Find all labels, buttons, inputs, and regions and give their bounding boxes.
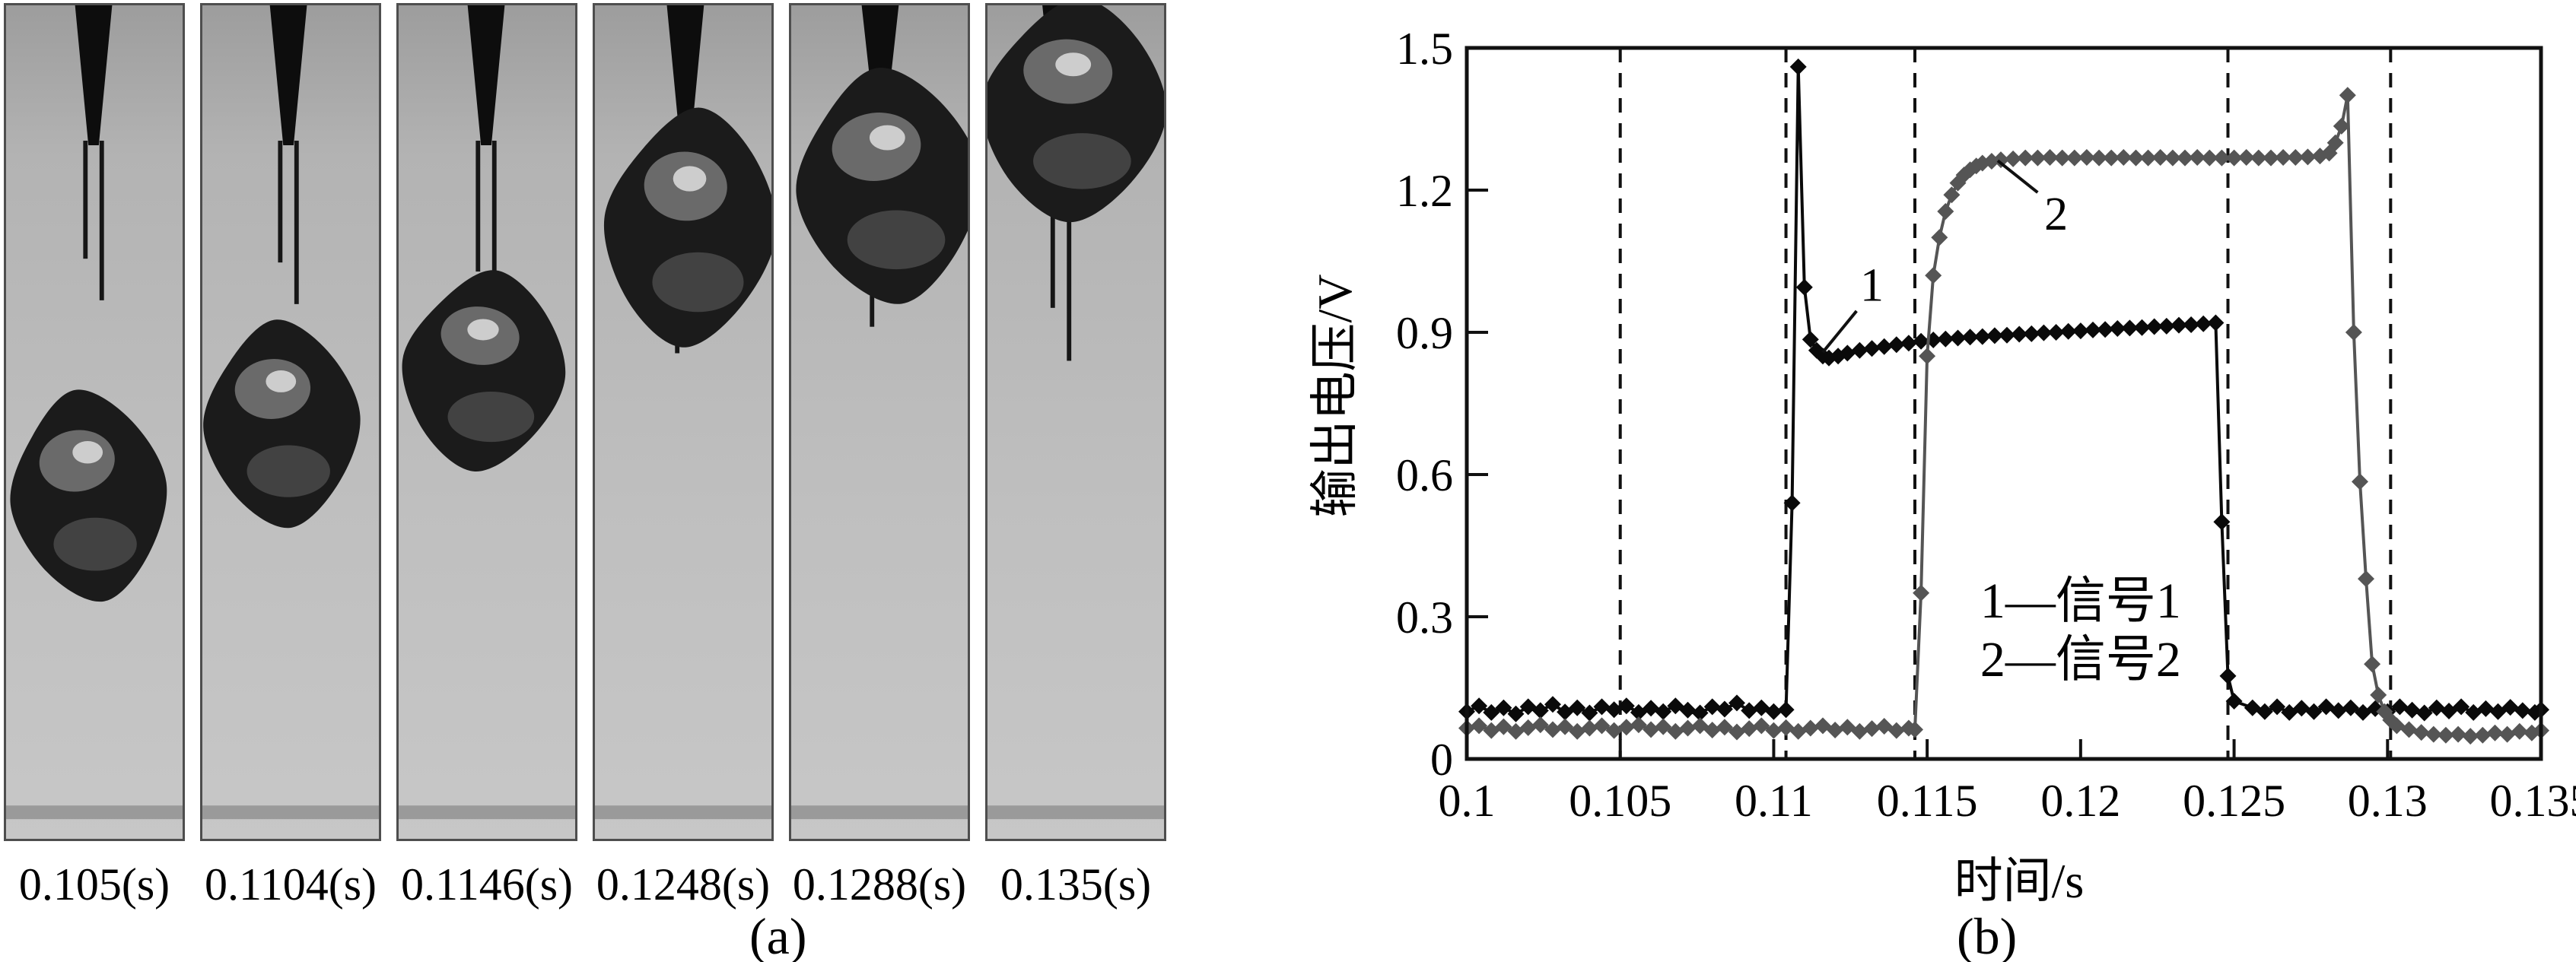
y-tick-label: 0.9 [1396,308,1453,358]
photo-frame-2: 0.1104(s) [200,3,381,910]
frame-timestamp: 0.135(s) [1000,859,1152,910]
strip-bottom-band [202,805,379,820]
photo-frame-3: 0.1146(s) [396,3,577,910]
annotation-label-1: 1 [1860,260,1884,312]
droplet-photo [4,3,185,841]
needle-electrode-icon [467,5,505,293]
photo-frame-4: 0.1248(s) [593,3,774,910]
x-tick-label: 0.135 [2490,776,2576,826]
photo-frame-1: 0.105(s) [4,3,185,910]
y-axis-title: 输出电压/V [1308,275,1362,518]
frame-timestamp: 0.105(s) [18,859,170,910]
droplet-blob [402,270,566,471]
strip-bottom-band [399,805,575,820]
strip-bottom-band [6,805,183,820]
legend-line-2: 2—信号2 [1980,632,2181,687]
y-tick-label: 1.2 [1396,166,1453,216]
x-tick-label: 0.11 [1735,776,1813,826]
panel-b-caption: (b) [1957,907,2018,962]
panel-a-frames: 0.105(s) 0.1104(s) 0.1146(s) 0.1248(s) 0.128… [4,3,1166,910]
x-tick-label: 0.13 [2348,776,2428,826]
y-tick-label: 1.5 [1396,24,1453,74]
annotation-leader-line [1996,159,2039,194]
annotation-leader-line [1821,310,1858,354]
y-tick-label: 0.6 [1396,450,1453,500]
x-tick-label: 0.12 [2040,776,2120,826]
strip-bottom-band [595,805,771,820]
strip-bottom-band [791,805,968,820]
legend-line-1: 1—信号1 [1980,573,2181,629]
x-tick-label: 0.105 [1569,776,1671,826]
photo-frame-6: 0.135(s) [985,3,1166,910]
y-tick-label: 0 [1430,735,1453,785]
needle-electrode-icon [75,5,113,300]
frame-timestamp: 0.1288(s) [792,859,967,910]
frame-timestamp: 0.1104(s) [204,859,377,910]
x-tick-label: 0.125 [2183,776,2285,826]
plot-frame [1465,46,2543,761]
droplet-photo [985,3,1166,841]
frame-timestamp: 0.1248(s) [596,859,771,910]
droplet-blob [603,107,771,348]
droplet-photo [200,3,381,841]
y-tick-label: 0.3 [1396,592,1453,643]
annotation-label-2: 2 [2044,189,2068,240]
droplet-blob [10,389,167,602]
droplet-photo [593,3,774,841]
droplet-photo [789,3,970,841]
needle-electrode-icon [269,5,307,304]
droplet-blob [796,68,968,304]
x-axis-title: 时间/s [1954,854,2085,908]
frame-timestamp: 0.1146(s) [400,859,574,910]
droplet-photo [396,3,577,841]
x-tick-label: 0.115 [1877,776,1978,826]
voltage-chart: 0.1 0.105 0.11 0.115 0.12 0.125 0.13 0.135 0 0.3 0… [1308,24,2576,908]
droplet-blob [203,319,361,529]
strip-bottom-band [987,805,1164,820]
droplet-blob [987,5,1164,223]
photo-frame-5: 0.1288(s) [789,3,970,910]
x-tick-label: 0.1 [1439,776,1496,826]
panel-a-caption: (a) [749,907,807,962]
